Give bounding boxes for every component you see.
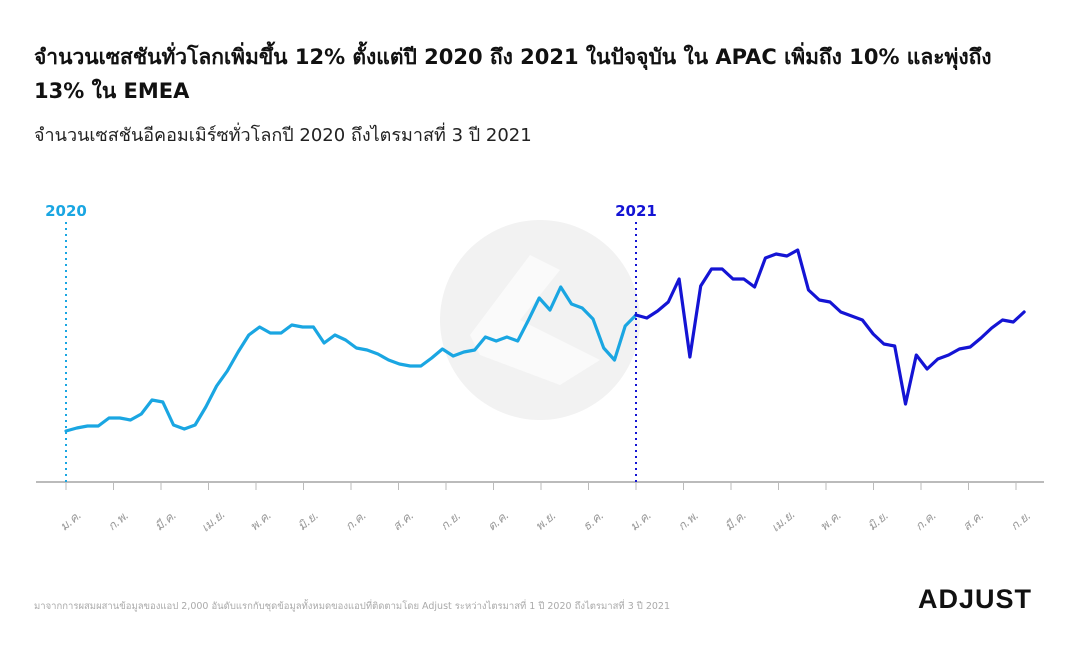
- series-line-2021: [634, 248, 1026, 406]
- x-tick-label: ม.ค.: [627, 508, 654, 534]
- x-tick-label: ม.ค.: [57, 508, 84, 534]
- x-tick-label: ส.ค.: [960, 508, 987, 533]
- year-marker-label: 2021: [615, 202, 657, 220]
- x-tick-label: ก.พ.: [105, 508, 131, 533]
- x-tick-label: ส.ค.: [390, 508, 417, 533]
- year-marker-label: 2020: [45, 202, 87, 220]
- chart-title: จำนวนเซสชันทั่วโลกเพิ่มขึ้น 12% ตั้งแต่ป…: [34, 45, 992, 103]
- series-line-2020: [64, 285, 638, 433]
- x-tick-label: พ.ค.: [247, 508, 274, 534]
- x-tick-label: มี.ค.: [722, 508, 749, 534]
- x-tick-label: มิ.ย.: [295, 508, 321, 533]
- x-tick-label: ต.ค.: [485, 508, 512, 534]
- x-tick-label: ก.พ.: [675, 508, 701, 533]
- x-tick-label: มี.ค.: [152, 508, 179, 534]
- source-note: มาจากการผสมผสานข้อมูลของแอป 2,000 อันดับ…: [34, 601, 670, 612]
- chart-subtitle: จำนวนเซสชันอีคอมเมิร์ซทั่วโลกปี 2020 ถึง…: [34, 125, 532, 146]
- x-tick-label: ก.ย.: [438, 508, 464, 533]
- x-tick-label: พ.ค.: [817, 508, 844, 534]
- x-tick-label: ก.ค.: [912, 508, 939, 533]
- x-tick-label: เม.ย.: [198, 507, 227, 535]
- adjust-logo: ADJUST: [918, 584, 1033, 614]
- watermark-logo: [440, 220, 640, 420]
- x-tick-label: ธ.ค.: [580, 508, 607, 533]
- x-tick-label: พ.ย.: [532, 508, 558, 533]
- x-tick-label: เม.ย.: [768, 507, 797, 535]
- x-tick-label: ก.ค.: [342, 508, 369, 533]
- x-tick-label: ก.ย.: [1008, 508, 1034, 533]
- x-tick-label: มิ.ย.: [865, 508, 891, 533]
